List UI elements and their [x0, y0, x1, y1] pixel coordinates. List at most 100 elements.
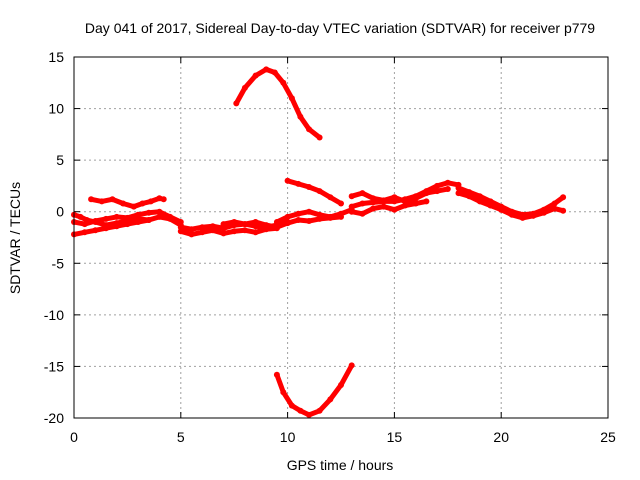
data-point	[109, 196, 116, 203]
data-point	[380, 197, 387, 204]
x-tick-label: 25	[600, 429, 616, 445]
data-point	[220, 225, 227, 232]
data-point	[434, 182, 441, 189]
data-point	[135, 215, 142, 222]
data-point	[455, 190, 462, 197]
data-point	[306, 126, 312, 133]
data-point	[209, 223, 216, 230]
data-point	[145, 217, 152, 223]
data-point	[139, 200, 146, 207]
data-point	[348, 193, 355, 200]
data-point	[167, 213, 174, 220]
data-point	[81, 229, 88, 236]
data-point	[120, 200, 127, 207]
data-point	[280, 79, 287, 86]
data-point	[316, 134, 323, 141]
data-point	[188, 226, 195, 233]
data-point	[551, 205, 558, 212]
data-point	[233, 100, 240, 107]
data-point	[177, 228, 184, 235]
data-point	[284, 220, 291, 227]
data-point	[103, 215, 109, 222]
data-point	[77, 213, 84, 220]
data-point	[327, 194, 334, 201]
data-point	[231, 219, 238, 225]
data-point	[391, 206, 398, 213]
x-tick-label: 5	[177, 429, 185, 445]
data-point	[156, 213, 163, 220]
y-tick-label: -15	[44, 358, 64, 374]
data-point	[540, 208, 547, 215]
data-point	[263, 66, 270, 73]
data-point	[209, 227, 216, 234]
plot-frame	[73, 56, 609, 419]
data-point	[273, 219, 280, 225]
data-point	[466, 193, 473, 200]
data-point	[306, 184, 312, 190]
data-point	[434, 188, 441, 195]
data-point	[124, 218, 131, 224]
y-tick-label: 15	[48, 49, 64, 65]
data-point	[444, 179, 451, 186]
data-point	[327, 396, 334, 403]
data-point	[241, 221, 248, 228]
data-point	[188, 231, 195, 238]
data-point	[98, 198, 105, 205]
data-point	[316, 188, 323, 195]
series-track-upper-arc	[233, 66, 323, 140]
y-tick-label: -20	[44, 410, 64, 426]
data-point	[560, 194, 567, 201]
data-point	[348, 362, 355, 369]
y-tick-label: 5	[56, 152, 64, 168]
data-point	[92, 227, 99, 234]
data-point	[220, 221, 227, 228]
data-point	[508, 210, 515, 217]
y-axis-label: SDTVAR / TECUs	[7, 182, 23, 294]
tick-labels: 0 5 10 15 20 25 15 10 5 0 -5 -10 -15 -20	[44, 49, 616, 445]
data-point	[327, 213, 334, 220]
data-point	[487, 200, 494, 207]
data-point	[83, 217, 90, 223]
data-point	[113, 213, 120, 220]
data-point	[476, 198, 483, 205]
data-point	[359, 210, 366, 217]
data-point	[252, 219, 259, 225]
data-point	[306, 411, 312, 418]
data-point	[455, 185, 462, 191]
data-point	[380, 203, 387, 210]
data-point	[530, 212, 537, 219]
x-tick-label: 10	[280, 429, 296, 445]
data-point	[288, 402, 295, 409]
data-point	[423, 190, 430, 197]
data-point	[560, 207, 567, 214]
data-point	[284, 177, 291, 184]
x-tick-label: 20	[493, 429, 509, 445]
data-point	[241, 227, 248, 234]
data-point	[199, 229, 206, 236]
data-point	[519, 213, 526, 220]
data-point	[498, 206, 505, 213]
data-point	[263, 222, 270, 229]
data-point	[271, 69, 278, 76]
data-point	[145, 209, 152, 216]
data-point	[444, 186, 451, 192]
data-point	[348, 208, 355, 215]
data-point	[231, 228, 238, 235]
data-point	[273, 371, 280, 378]
data-point	[306, 208, 312, 215]
x-tick-label: 15	[387, 429, 403, 445]
data-point	[273, 224, 280, 231]
data-point	[316, 211, 323, 218]
data-point	[92, 219, 99, 225]
data-point	[295, 180, 302, 187]
data-point	[295, 217, 302, 223]
series-track-afternoon-2	[349, 186, 451, 204]
data-point	[177, 224, 184, 231]
data-point	[147, 198, 154, 205]
data-point	[160, 196, 167, 203]
data-point	[177, 219, 184, 225]
data-point	[297, 113, 304, 120]
data-point	[135, 211, 142, 218]
data-point	[338, 200, 344, 207]
